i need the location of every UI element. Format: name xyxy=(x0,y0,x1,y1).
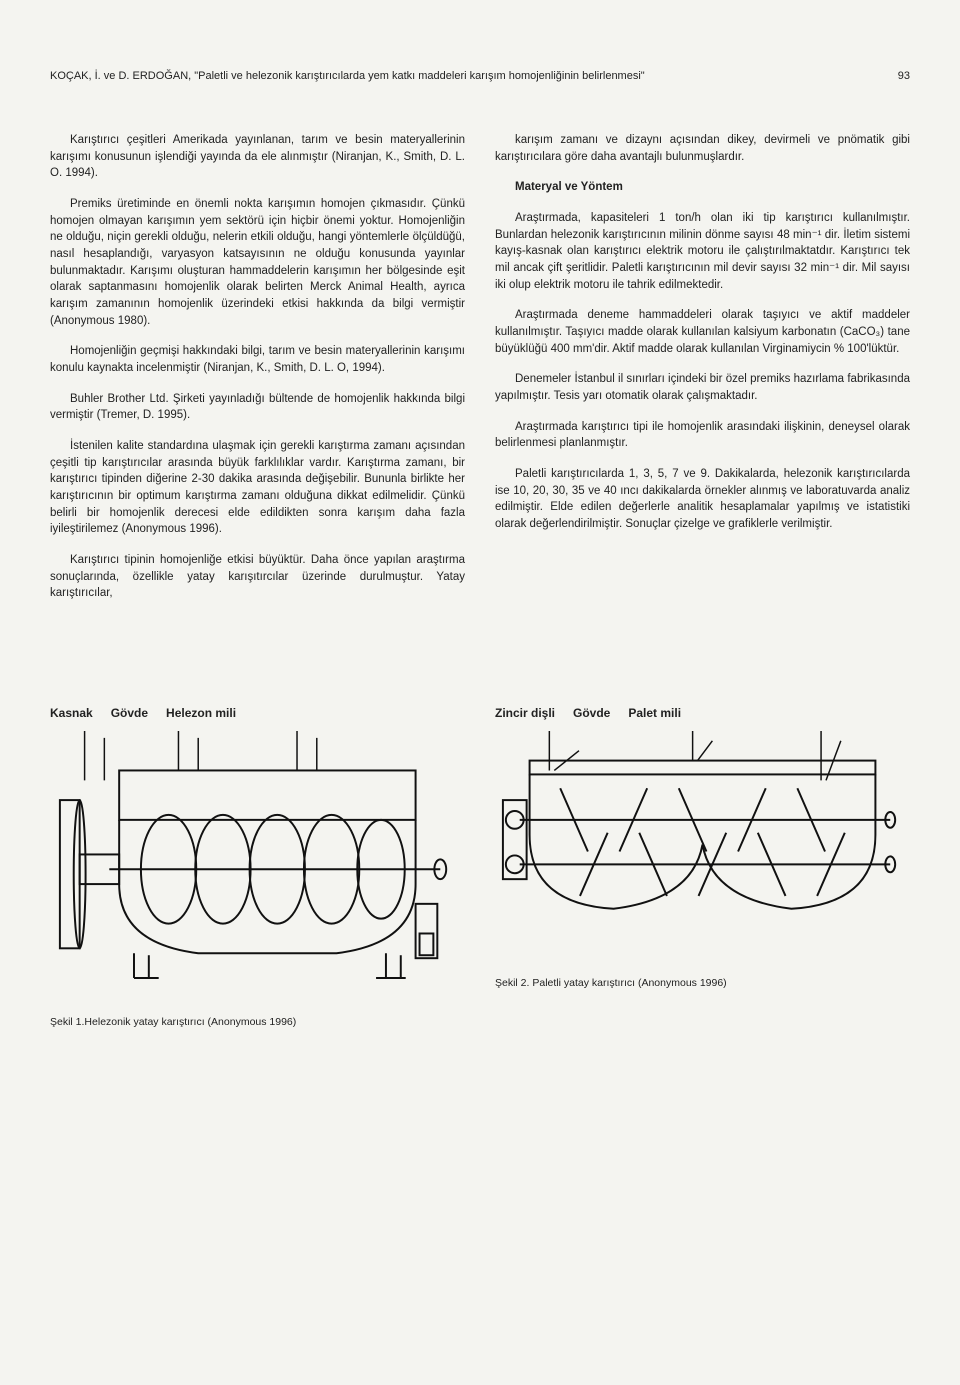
running-header: KOÇAK, İ. ve D. ERDOĞAN, "Paletli ve hel… xyxy=(50,70,910,82)
paragraph: Buhler Brother Ltd. Şirketi yayınladığı … xyxy=(50,391,465,424)
paragraph: Paletli karıştırıcılarda 1, 3, 5, 7 ve 9… xyxy=(495,466,910,533)
left-column: Karıştırıcı çeşitleri Amerikada yayınlan… xyxy=(50,132,465,616)
paragraph: İstenilen kalite standardına ulaşmak içi… xyxy=(50,438,465,538)
paragraph: Araştırmada deneme hammaddeleri olarak t… xyxy=(495,307,910,357)
label-govde: Gövde xyxy=(573,706,610,720)
body-columns: Karıştırıcı çeşitleri Amerikada yayınlan… xyxy=(50,132,910,616)
figure-2-labels: Zincir dişli Gövde Palet mili xyxy=(495,706,910,720)
label-kasnak: Kasnak xyxy=(50,706,93,720)
paragraph: Karıştırıcı çeşitleri Amerikada yayınlan… xyxy=(50,132,465,182)
label-helezon-mili: Helezon mili xyxy=(166,706,236,720)
paragraph: Karıştırıcı tipinin homojenliğe etkisi b… xyxy=(50,552,465,602)
paragraph: Araştırmada karıştırıcı tipi ile homojen… xyxy=(495,419,910,452)
section-heading: Materyal ve Yöntem xyxy=(495,179,910,196)
figure-1-diagram xyxy=(50,726,465,983)
figure-2: Zincir dişli Gövde Palet mili xyxy=(495,706,910,988)
paragraph: Araştırmada, kapasiteleri 1 ton/h olan i… xyxy=(495,210,910,293)
page-number: 93 xyxy=(870,70,910,82)
figure-1-labels: Kasnak Gövde Helezon mili xyxy=(50,706,465,720)
right-column: karışım zamanı ve dizaynı açısından dike… xyxy=(495,132,910,616)
paragraph: karışım zamanı ve dizaynı açısından dike… xyxy=(495,132,910,165)
figure-2-caption: Şekil 2. Paletli yatay karıştırıcı (Anon… xyxy=(495,977,910,989)
label-govde: Gövde xyxy=(111,706,148,720)
paragraph: Homojenliğin geçmişi hakkındaki bilgi, t… xyxy=(50,343,465,376)
page: KOÇAK, İ. ve D. ERDOĞAN, "Paletli ve hel… xyxy=(0,40,960,1068)
header-title: KOÇAK, İ. ve D. ERDOĞAN, "Paletli ve hel… xyxy=(50,70,870,82)
paragraph: Premiks üretiminde en önemli nokta karış… xyxy=(50,196,465,329)
paragraph: Denemeler İstanbul il sınırları içindeki… xyxy=(495,371,910,404)
figure-1-caption: Şekil 1.Helezonik yatay karıştırıcı (Ano… xyxy=(50,1016,465,1028)
label-zincir-disli: Zincir dişli xyxy=(495,706,555,720)
figure-1: Kasnak Gövde Helezon mili xyxy=(50,706,465,1028)
figures-row: Kasnak Gövde Helezon mili xyxy=(50,706,910,1028)
figure-2-diagram xyxy=(495,726,910,943)
label-palet-mili: Palet mili xyxy=(628,706,681,720)
